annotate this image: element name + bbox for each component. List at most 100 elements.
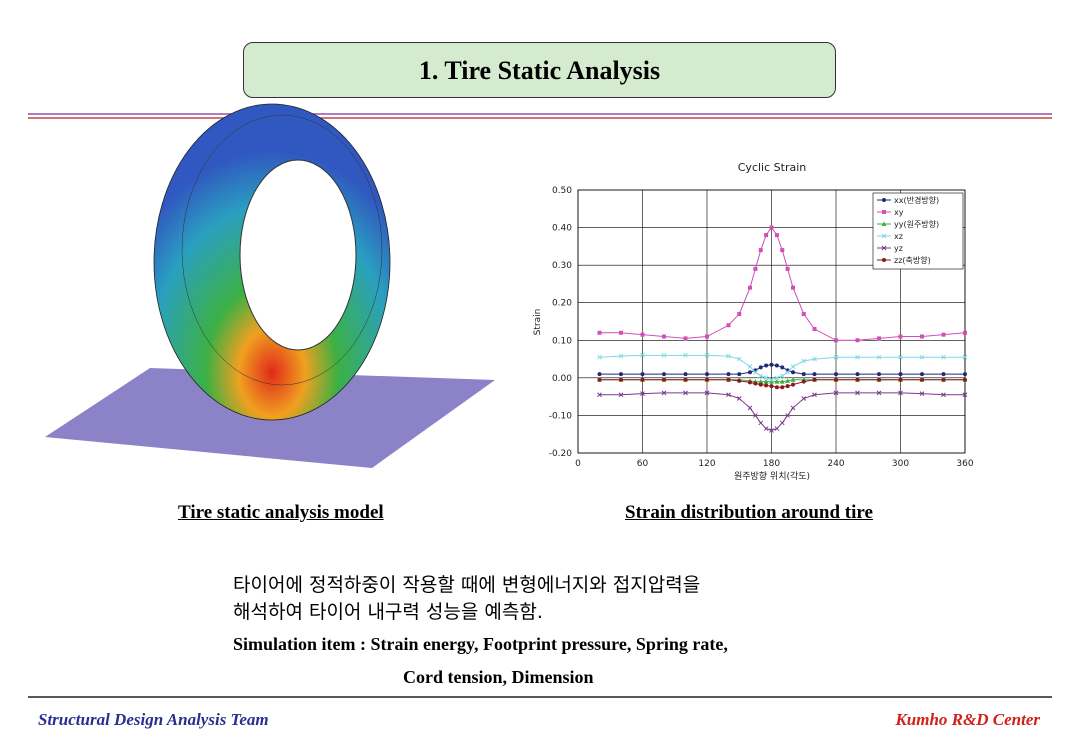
marker — [785, 413, 790, 418]
marker — [812, 392, 817, 398]
series-line — [599, 364, 965, 375]
marker — [753, 413, 758, 418]
marker — [779, 373, 785, 379]
marker — [801, 311, 806, 316]
x-tick-label: 60 — [637, 459, 649, 469]
marker — [963, 377, 967, 382]
marker — [791, 382, 795, 387]
marker — [882, 210, 886, 214]
marker — [774, 233, 779, 238]
marker — [812, 327, 817, 332]
series-line — [599, 226, 966, 341]
marker — [941, 377, 946, 382]
footer-left: Structural Design Analysis Team — [38, 710, 269, 729]
marker — [898, 390, 903, 396]
marker — [855, 338, 860, 343]
marker — [801, 358, 807, 364]
marker — [855, 390, 860, 396]
marker — [801, 372, 806, 377]
marker — [737, 372, 742, 377]
marker — [962, 354, 968, 360]
marker — [763, 426, 769, 431]
marker — [763, 379, 769, 384]
marker — [877, 336, 881, 341]
marker — [774, 379, 780, 384]
y-tick-label: 0.40 — [552, 224, 572, 234]
legend-label: yz — [894, 244, 903, 253]
x-tick-label: 240 — [827, 459, 844, 469]
marker — [748, 380, 752, 385]
marker — [882, 198, 886, 202]
marker — [662, 377, 666, 382]
marker — [881, 221, 887, 226]
marker — [855, 377, 860, 382]
marker — [705, 372, 709, 377]
body-text: Simulation item : Strain energy, Footpri… — [233, 634, 728, 654]
marker — [962, 392, 968, 398]
caption: Tire static analysis model — [178, 502, 384, 523]
body-text: Cord tension, Dimension — [403, 667, 594, 687]
marker — [726, 353, 731, 359]
caption: Strain distribution around tire — [625, 502, 873, 523]
marker — [597, 354, 602, 360]
marker — [769, 377, 774, 383]
marker — [812, 356, 817, 362]
marker — [758, 420, 764, 426]
marker — [597, 392, 602, 398]
marker — [758, 365, 763, 370]
marker — [769, 362, 774, 367]
marker — [774, 385, 779, 390]
marker — [736, 356, 742, 362]
marker — [662, 334, 666, 339]
marker — [785, 384, 790, 389]
legend-label: xz — [894, 232, 903, 241]
slide-title: 1. Tire Static Analysis — [243, 42, 836, 98]
marker — [834, 338, 838, 343]
series-line — [599, 354, 965, 381]
marker — [963, 330, 967, 335]
marker — [618, 353, 624, 359]
marker — [705, 377, 709, 382]
chart-title: Cyclic Strain — [738, 161, 807, 174]
marker — [726, 392, 731, 398]
marker — [774, 375, 780, 381]
marker — [736, 396, 742, 401]
marker — [920, 372, 924, 377]
marker — [941, 392, 946, 398]
marker — [785, 378, 791, 383]
marker — [683, 352, 688, 358]
marker — [801, 379, 806, 384]
legend-label: yy(원주방향) — [894, 219, 939, 229]
footer-right: Kumho R&D Center — [895, 710, 1040, 729]
marker — [833, 390, 839, 396]
marker — [920, 377, 924, 382]
marker — [758, 379, 764, 384]
marker — [834, 372, 838, 377]
marker — [834, 377, 838, 382]
marker — [640, 332, 645, 337]
marker — [758, 248, 763, 253]
y-tick-label: 0.20 — [552, 299, 572, 309]
marker — [898, 334, 903, 339]
marker — [876, 354, 882, 360]
marker — [774, 426, 780, 431]
x-axis-label: 원주방향 위치(각도) — [734, 470, 810, 482]
legend-box — [872, 192, 964, 270]
marker — [877, 372, 881, 377]
x-tick-label: 0 — [575, 459, 581, 469]
marker — [753, 266, 758, 271]
marker — [963, 372, 967, 377]
marker — [758, 373, 764, 379]
marker — [661, 390, 667, 396]
marker — [780, 385, 785, 390]
marker — [753, 381, 758, 386]
marker — [619, 330, 623, 335]
marker — [726, 323, 731, 328]
marker — [640, 372, 645, 377]
marker — [785, 369, 790, 375]
marker — [790, 405, 796, 411]
marker — [881, 233, 887, 239]
marker — [881, 245, 887, 251]
marker — [941, 372, 946, 377]
marker — [764, 383, 769, 388]
